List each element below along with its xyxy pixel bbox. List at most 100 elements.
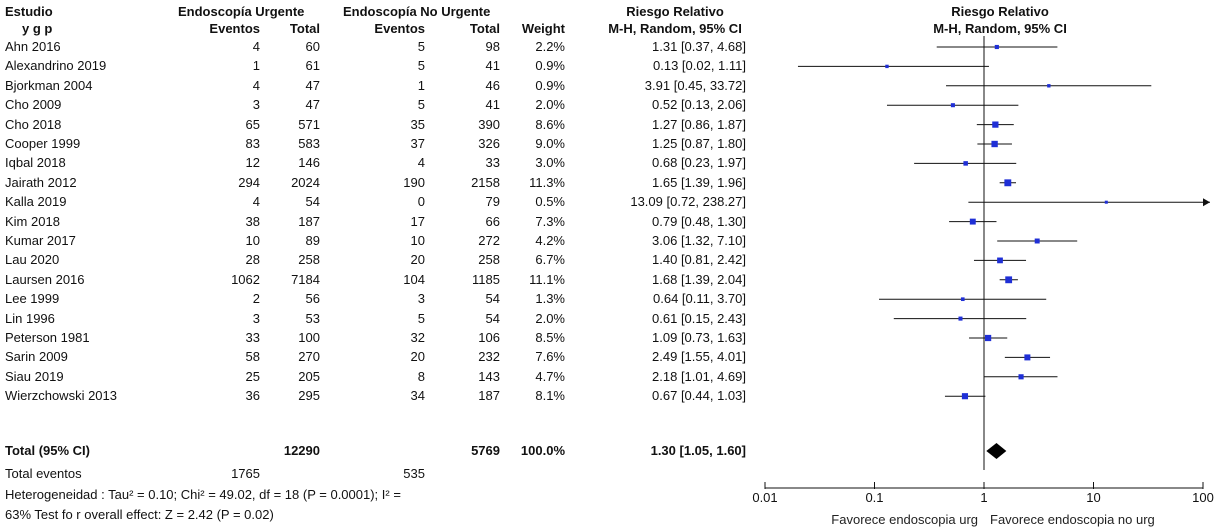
events-a-header: Eventos xyxy=(209,21,260,36)
study-name: Kalla 2019 xyxy=(5,194,67,210)
total-a: 571 xyxy=(298,116,320,132)
total-b: 390 xyxy=(478,116,500,132)
rr-ci: 0.61 [0.15, 2.43] xyxy=(652,310,746,326)
rr-ci: 2.49 [1.55, 4.01] xyxy=(652,349,746,365)
events-b: 8 xyxy=(417,368,425,384)
rr-ci: 2.18 [1.01, 4.69] xyxy=(652,368,746,384)
events-a: 33 xyxy=(245,330,260,345)
rr-plot-header: Riesgo Relativo xyxy=(951,4,1049,19)
events-b: 5 xyxy=(417,97,425,113)
total-a: 7184 xyxy=(291,271,320,287)
events-b: 20 xyxy=(410,252,425,268)
events-b: 5 xyxy=(417,58,425,74)
weight: 11.1% xyxy=(529,271,565,287)
total-b: 143 xyxy=(478,368,500,384)
study-name: Lee 1999 xyxy=(5,291,60,307)
total-events-label: Total eventos xyxy=(5,466,82,481)
events-b: 17 xyxy=(410,213,425,229)
rr-ci: 0.13 [0.02, 1.11] xyxy=(653,58,746,74)
overall-effect-text: 63% Test fo r overall effect: Z = 2.42 (… xyxy=(5,507,274,522)
effect-square xyxy=(1018,374,1024,380)
events-b: 32 xyxy=(410,330,425,345)
events-b: 10 xyxy=(410,233,425,248)
effect-square xyxy=(1004,179,1012,187)
total-a: 2024 xyxy=(291,174,320,190)
weight: 4.2% xyxy=(535,233,565,248)
total-a: 258 xyxy=(298,252,320,268)
total-weight: 100.0% xyxy=(520,443,565,458)
events-a: 2 xyxy=(252,291,260,307)
effect-square xyxy=(1104,200,1108,204)
total-b: 232 xyxy=(478,349,500,365)
total-b: 33 xyxy=(485,155,500,171)
events-a: 4 xyxy=(252,194,260,210)
total-a: 56 xyxy=(305,291,320,307)
total-ci: 1.30 [1.05, 1.60] xyxy=(650,443,746,458)
pooled-diamond xyxy=(986,443,1007,459)
study-name: Bjorkman 2004 xyxy=(5,77,93,93)
total-a-value: 12290 xyxy=(283,443,320,458)
x-tick-label: 0.01 xyxy=(752,490,777,505)
events-a: 1062 xyxy=(231,271,260,287)
total-b: 41 xyxy=(485,97,500,113)
ci-arrow xyxy=(1203,198,1210,207)
weight: 6.7% xyxy=(535,252,565,268)
rr-ci: 0.67 [0.44, 1.03] xyxy=(652,388,746,404)
effect-square xyxy=(992,121,999,128)
rr-ci: 1.31 [0.37, 4.68] xyxy=(652,39,746,54)
events-b: 1 xyxy=(417,77,425,93)
total-label: Total (95% CI) xyxy=(5,443,90,458)
total-a: 61 xyxy=(305,58,320,74)
effect-square xyxy=(961,393,969,400)
effect-square xyxy=(1024,354,1031,361)
total-a: 295 xyxy=(298,388,320,404)
total-a: 270 xyxy=(298,349,320,365)
study-name: Cho 2018 xyxy=(5,116,62,132)
effect-square xyxy=(958,316,963,321)
total-b: 98 xyxy=(485,39,500,54)
total-b: 46 xyxy=(485,77,500,93)
weight: 7.3% xyxy=(535,213,565,229)
total-a: 205 xyxy=(298,368,320,384)
study-name: Kim 2018 xyxy=(5,213,60,229)
rr-ci: 0.79 [0.48, 1.30] xyxy=(652,213,746,229)
events-a: 294 xyxy=(238,174,260,190)
total-a: 100 xyxy=(298,330,320,345)
events-a: 38 xyxy=(245,213,260,229)
total-events-b: 535 xyxy=(403,466,425,481)
rr-ci: 0.68 [0.23, 1.97] xyxy=(652,155,746,171)
study-name: Kumar 2017 xyxy=(5,233,76,248)
total-b: 66 xyxy=(485,213,500,229)
weight: 2.0% xyxy=(535,97,565,113)
total-a: 47 xyxy=(305,77,320,93)
method-header: M-H, Random, 95% CI xyxy=(608,21,742,36)
total-b: 106 xyxy=(478,330,500,345)
study-name: Iqbal 2018 xyxy=(5,155,66,171)
effect-square xyxy=(950,103,955,108)
weight: 4.7% xyxy=(535,368,565,384)
total-a: 53 xyxy=(305,310,320,326)
header-stub: y g p xyxy=(22,21,53,36)
weight-header: Weight xyxy=(521,21,565,36)
events-a: 1 xyxy=(252,58,260,74)
events-b: 3 xyxy=(417,291,425,307)
favours-right-label: Favorece endoscopia no urg xyxy=(990,512,1155,527)
rr-ci: 1.25 [0.87, 1.80] xyxy=(652,136,746,151)
events-b: 0 xyxy=(417,194,425,210)
total-a: 60 xyxy=(305,39,320,54)
rr-ci: 0.64 [0.11, 3.70] xyxy=(653,291,746,307)
effect-square xyxy=(885,64,889,69)
events-b: 5 xyxy=(417,39,425,54)
study-name: Cho 2009 xyxy=(5,97,62,113)
events-a: 3 xyxy=(252,97,260,113)
events-b: 104 xyxy=(403,271,425,287)
total-b: 41 xyxy=(485,58,500,74)
study-name: Cooper 1999 xyxy=(5,136,81,151)
total-a: 583 xyxy=(298,136,320,151)
weight: 1.3% xyxy=(535,291,565,307)
total-a: 146 xyxy=(298,155,320,171)
weight: 8.6% xyxy=(535,116,565,132)
effect-square xyxy=(994,44,999,50)
weight: 8.5% xyxy=(535,330,565,345)
